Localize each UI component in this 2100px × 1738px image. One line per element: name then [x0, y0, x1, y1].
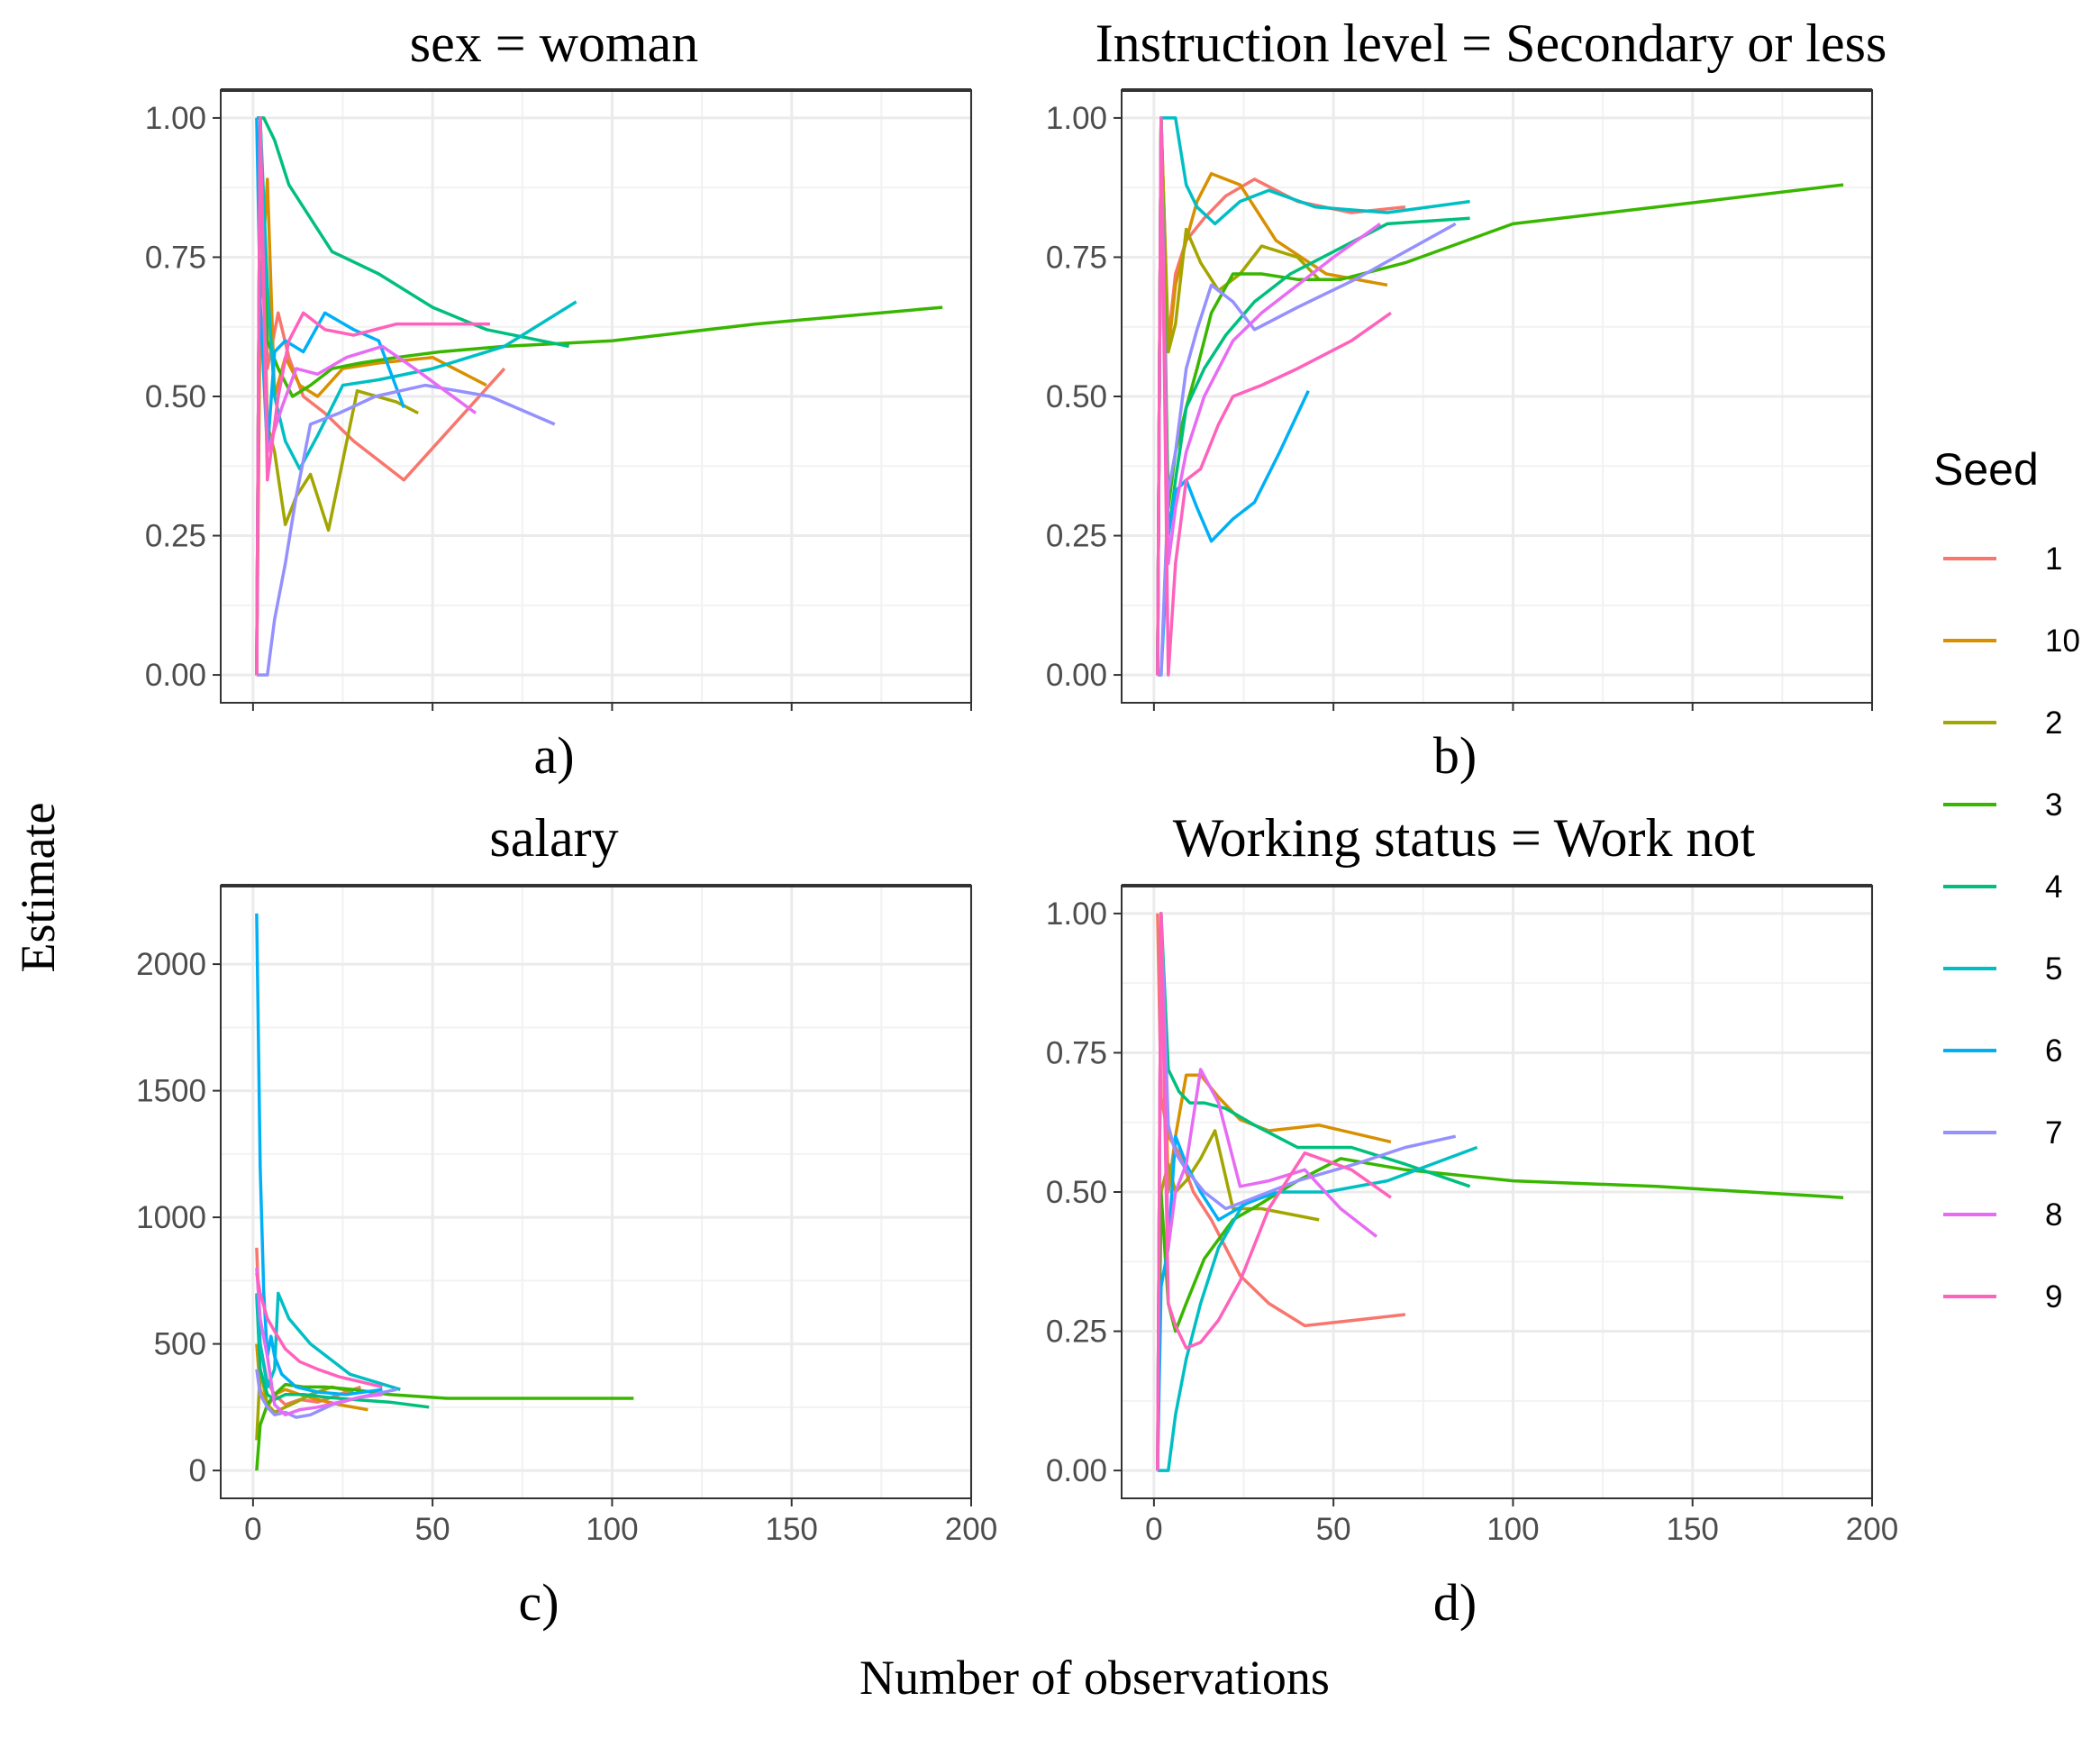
legend-label: 3 — [2045, 787, 2062, 823]
y-tick-label: 0.75 — [1046, 240, 1107, 275]
series-line-seed-7 — [1156, 912, 1457, 1471]
legend-items: 1 10 2 3 4 5 6 7 8 9 — [1943, 541, 2080, 1315]
y-tick-label: 0 — [189, 1453, 206, 1488]
panel-label: c) — [518, 1573, 559, 1632]
y-tick-label: 0.75 — [145, 240, 206, 275]
series-line-seed-5 — [255, 1291, 401, 1391]
x-tick-label: 200 — [945, 1512, 997, 1547]
y-tick-label: 0.25 — [1046, 519, 1107, 554]
y-tick-label: 0.50 — [1046, 1175, 1107, 1210]
series-line-seed-4 — [1156, 912, 1471, 1471]
y-tick-label: 0.00 — [1046, 658, 1107, 693]
series-line-seed-7 — [256, 383, 556, 677]
legend-label: 1 — [2045, 541, 2062, 577]
y-tick-label: 1.00 — [145, 101, 206, 136]
x-tick-label: 100 — [1486, 1512, 1539, 1547]
series-line-seed-9 — [255, 116, 490, 676]
panel-2: 0.00 0.25 0.50 0.75 1.00 Instruction level = … — [1046, 14, 1886, 785]
legend-label: 6 — [2045, 1033, 2062, 1069]
panel-3: 0 500 1000 1500 2000 0 50 100 150 200 salary c) — [136, 808, 997, 1632]
panel-title: sex = woman — [410, 14, 698, 73]
series-line-seed-2 — [1156, 116, 1321, 676]
legend-item: 9 — [1943, 1279, 2062, 1315]
y-tick-label: 2000 — [136, 947, 206, 982]
x-tick-label: 150 — [766, 1512, 818, 1547]
legend-item: 5 — [1943, 951, 2062, 987]
series-line-seed-9 — [1156, 116, 1392, 677]
y-tick-label: 0.00 — [1046, 1453, 1107, 1488]
legend-item: 10 — [1943, 623, 2080, 659]
series-line-seed-8 — [255, 1268, 383, 1417]
y-tick-label: 0.75 — [1046, 1035, 1107, 1070]
legend-item: 7 — [1943, 1115, 2062, 1151]
legend-label: 9 — [2045, 1279, 2062, 1315]
panel-title: Working status = Work not — [1173, 808, 1756, 868]
y-tick-label: 0.00 — [145, 658, 206, 693]
series-line-seed-9 — [1156, 912, 1392, 1471]
series-line-seed-5 — [1157, 1145, 1478, 1472]
panel-title: Instruction level = Secondary or less — [1095, 14, 1887, 73]
y-tick-label: 0.25 — [1046, 1315, 1107, 1350]
panel-label: b) — [1433, 726, 1477, 785]
y-axis-title: Estimate — [11, 803, 65, 973]
y-tick-label: 0.50 — [145, 379, 206, 414]
y-tick-label: 1.00 — [1046, 101, 1107, 136]
x-axis-title: Number of observations — [859, 1651, 1330, 1705]
series-line-seed-3 — [1156, 116, 1844, 676]
legend: Seed 1 10 2 3 4 5 6 7 8 9 — [1933, 444, 2080, 1315]
x-tick-label: 200 — [1846, 1512, 1898, 1547]
panel-4: 0.00 0.25 0.50 0.75 1.00 0 50 100 150 200 Working … — [1046, 808, 1898, 1632]
y-tick-label: 0.50 — [1046, 379, 1107, 414]
series-line-seed-4 — [255, 1296, 430, 1409]
legend-label: 7 — [2045, 1115, 2062, 1151]
series-line-seed-9 — [255, 1272, 383, 1389]
y-tick-label: 0.25 — [145, 519, 206, 554]
legend-item: 4 — [1943, 869, 2062, 905]
series-line-seed-5 — [255, 116, 577, 676]
x-tick-label: 50 — [1316, 1512, 1351, 1547]
plot-background — [221, 886, 971, 1498]
panel-label: d) — [1433, 1573, 1477, 1632]
x-tick-label: 0 — [1145, 1512, 1162, 1547]
x-tick-label: 150 — [1667, 1512, 1719, 1547]
x-tick-label: 50 — [415, 1512, 450, 1547]
x-tick-label: 100 — [586, 1512, 638, 1547]
legend-label: 10 — [2045, 623, 2080, 659]
panel-1: 0.00 0.25 0.50 0.75 1.00 sex = woman a) — [145, 14, 973, 785]
series-line-seed-3 — [255, 116, 943, 676]
series-line-seed-4 — [256, 116, 569, 349]
series-line-seed-5 — [1156, 116, 1470, 676]
x-tick-label: 0 — [244, 1512, 261, 1547]
y-tick-label: 1500 — [136, 1074, 206, 1109]
panel-title: salary — [489, 808, 618, 868]
y-tick-label: 1.00 — [1046, 896, 1107, 932]
legend-label: 2 — [2045, 705, 2062, 741]
legend-item: 1 — [1943, 541, 2062, 577]
legend-item: 3 — [1943, 787, 2062, 823]
legend-label: 8 — [2045, 1197, 2062, 1233]
y-tick-label: 500 — [154, 1327, 206, 1362]
legend-item: 6 — [1943, 1033, 2062, 1069]
panel-label: a) — [533, 726, 574, 785]
legend-label: 5 — [2045, 951, 2062, 987]
panels: 0.00 0.25 0.50 0.75 1.00 sex = woman a) 0.00 0.2… — [136, 14, 1898, 1632]
y-tick-label: 1000 — [136, 1200, 206, 1235]
legend-item: 8 — [1943, 1197, 2062, 1233]
legend-title: Seed — [1933, 444, 2039, 495]
series-line-seed-6 — [255, 913, 383, 1397]
legend-label: 4 — [2045, 869, 2062, 905]
legend-item: 2 — [1943, 705, 2062, 741]
